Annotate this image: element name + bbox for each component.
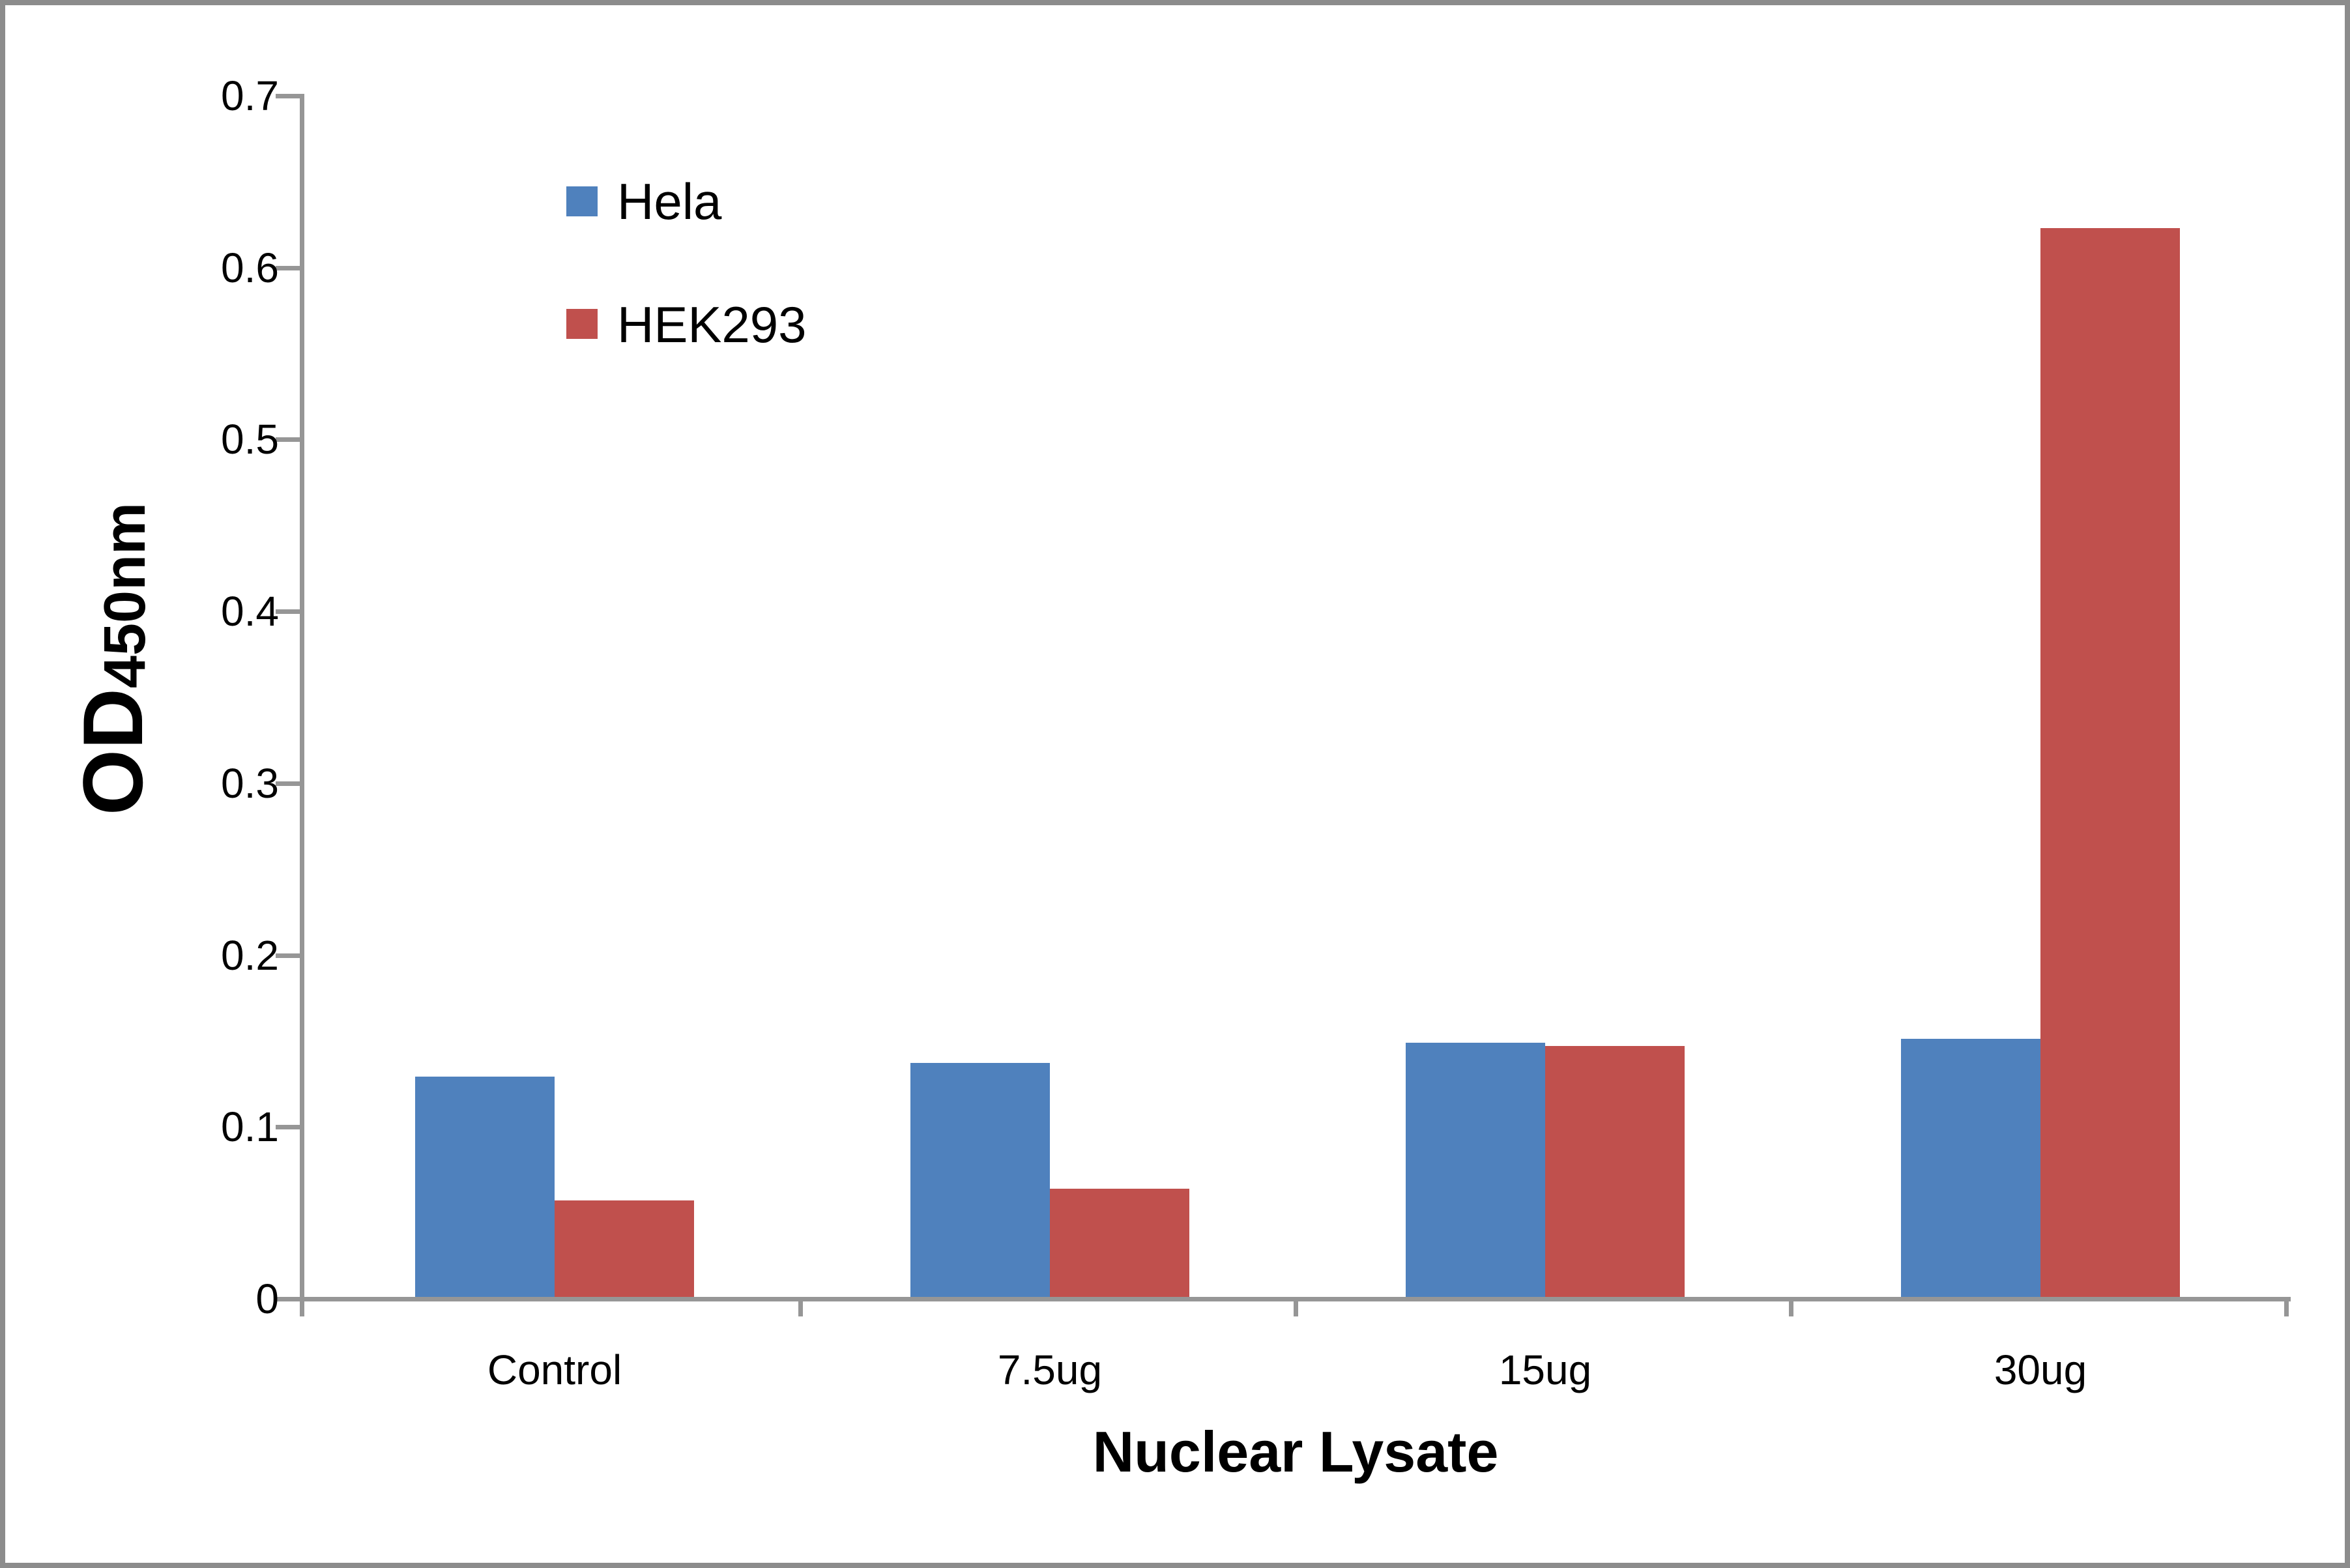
y-axis-tick-label: 0.2 — [221, 931, 279, 979]
y-axis-tick — [276, 953, 300, 958]
legend-label-hek293: HEK293 — [617, 296, 807, 353]
y-axis-title-main: OD — [65, 688, 160, 816]
plot-area — [305, 94, 2286, 1297]
y-axis-tick-label: 0.4 — [221, 588, 279, 635]
bar-hela-15ug — [1406, 1043, 1545, 1297]
y-axis-tick — [276, 94, 300, 98]
x-axis-title: Nuclear Lysate — [1092, 1419, 1499, 1484]
bar-hek293-7.5ug — [1050, 1189, 1189, 1297]
y-axis-tick-label: 0.6 — [221, 244, 279, 291]
y-axis-tick-label: 0.1 — [221, 1103, 279, 1151]
x-axis-tick — [2284, 1297, 2289, 1316]
legend-swatch-hek293 — [566, 309, 598, 339]
category-label-30ug: 30ug — [1994, 1346, 2087, 1393]
x-axis-tick — [798, 1297, 803, 1316]
y-axis-tick-label: 0.3 — [221, 759, 279, 807]
y-axis-title-subscript: 450nm — [93, 502, 158, 689]
y-axis-tick — [276, 1297, 300, 1301]
legend-label-hela: Hela — [617, 173, 722, 230]
category-label-7.5ug: 7.5ug — [997, 1346, 1103, 1393]
y-axis-tick — [276, 781, 300, 786]
bar-hek293-15ug — [1545, 1046, 1685, 1297]
bar-hela-7.5ug — [910, 1063, 1050, 1297]
y-axis-tick-label: 0.5 — [221, 416, 279, 463]
y-axis-tick — [276, 609, 300, 615]
legend-swatch-hela — [566, 186, 598, 216]
category-label-control: Control — [487, 1346, 622, 1393]
y-axis-tick — [276, 1125, 300, 1130]
bar-hek293-control — [555, 1200, 694, 1297]
y-axis-tick-label: 0.7 — [221, 72, 279, 119]
y-axis-title: OD 450nm — [41, 431, 184, 887]
y-axis-tick-label: 0 — [255, 1275, 279, 1322]
x-axis-tick — [1789, 1297, 1793, 1316]
y-axis-tick — [276, 265, 300, 270]
category-label-15ug: 15ug — [1498, 1346, 1592, 1393]
bar-hek293-30ug — [2040, 228, 2180, 1297]
y-axis-tick — [276, 437, 300, 443]
y-axis-line — [300, 94, 304, 1316]
bar-hela-30ug — [1901, 1039, 2040, 1297]
x-axis-tick — [1294, 1297, 1298, 1316]
bar-hela-control — [415, 1077, 555, 1297]
